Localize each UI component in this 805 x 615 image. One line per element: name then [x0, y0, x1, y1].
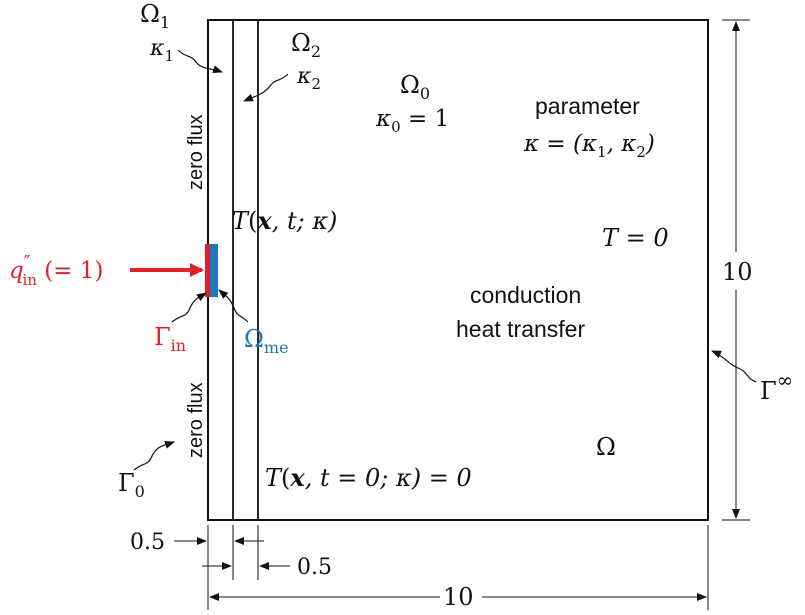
gamma-inf-label: Γ∞: [760, 368, 793, 405]
parameter-expr: κ = (κ1, κ2): [523, 131, 655, 161]
width-dim-label: 10: [443, 583, 474, 611]
kappa0-label: κ0 = 1: [375, 106, 449, 136]
initial-condition: T(x, t = 0; κ) = 0: [265, 463, 472, 492]
omega0-label: Ω0: [400, 71, 430, 103]
zero-flux-bottom-label: zero flux: [185, 382, 207, 458]
flux-label: q″ in (= 1): [9, 252, 103, 289]
far-field-condition: T = 0: [602, 224, 669, 252]
omega1-leader: [177, 49, 223, 73]
omega2-label: Ω2: [291, 29, 321, 61]
physics-line2: heat transfer: [456, 316, 585, 342]
physics-line1: conduction: [470, 282, 581, 308]
layer2-dim-label: 0.5: [297, 555, 332, 580]
gamma-0-leader: [133, 441, 175, 471]
omega2-leader: [243, 73, 289, 102]
omega-me-label: Ωme: [244, 325, 289, 357]
parameter-title: parameter: [535, 93, 640, 119]
kappa1-label: κ1: [149, 36, 174, 65]
gamma-0-label: Γ0: [118, 469, 145, 501]
gamma-in-label: Γin: [154, 323, 186, 355]
gamma-in-boundary: [205, 244, 210, 297]
zero-flux-top-label: zero flux: [185, 114, 207, 190]
field-label: T(x, t; κ): [232, 206, 337, 235]
layer1-dim-label: 0.5: [130, 530, 165, 555]
height-dim-label: 10: [722, 258, 753, 286]
gamma-inf-leader: [711, 350, 757, 383]
gamma-in-leader: [171, 292, 207, 323]
omega-label: Ω: [596, 433, 616, 461]
omega1-label: Ω1: [140, 0, 170, 32]
omega-me-leader: [218, 289, 249, 323]
kappa2-label: κ2: [296, 64, 321, 93]
omega-me-region: [210, 244, 218, 297]
